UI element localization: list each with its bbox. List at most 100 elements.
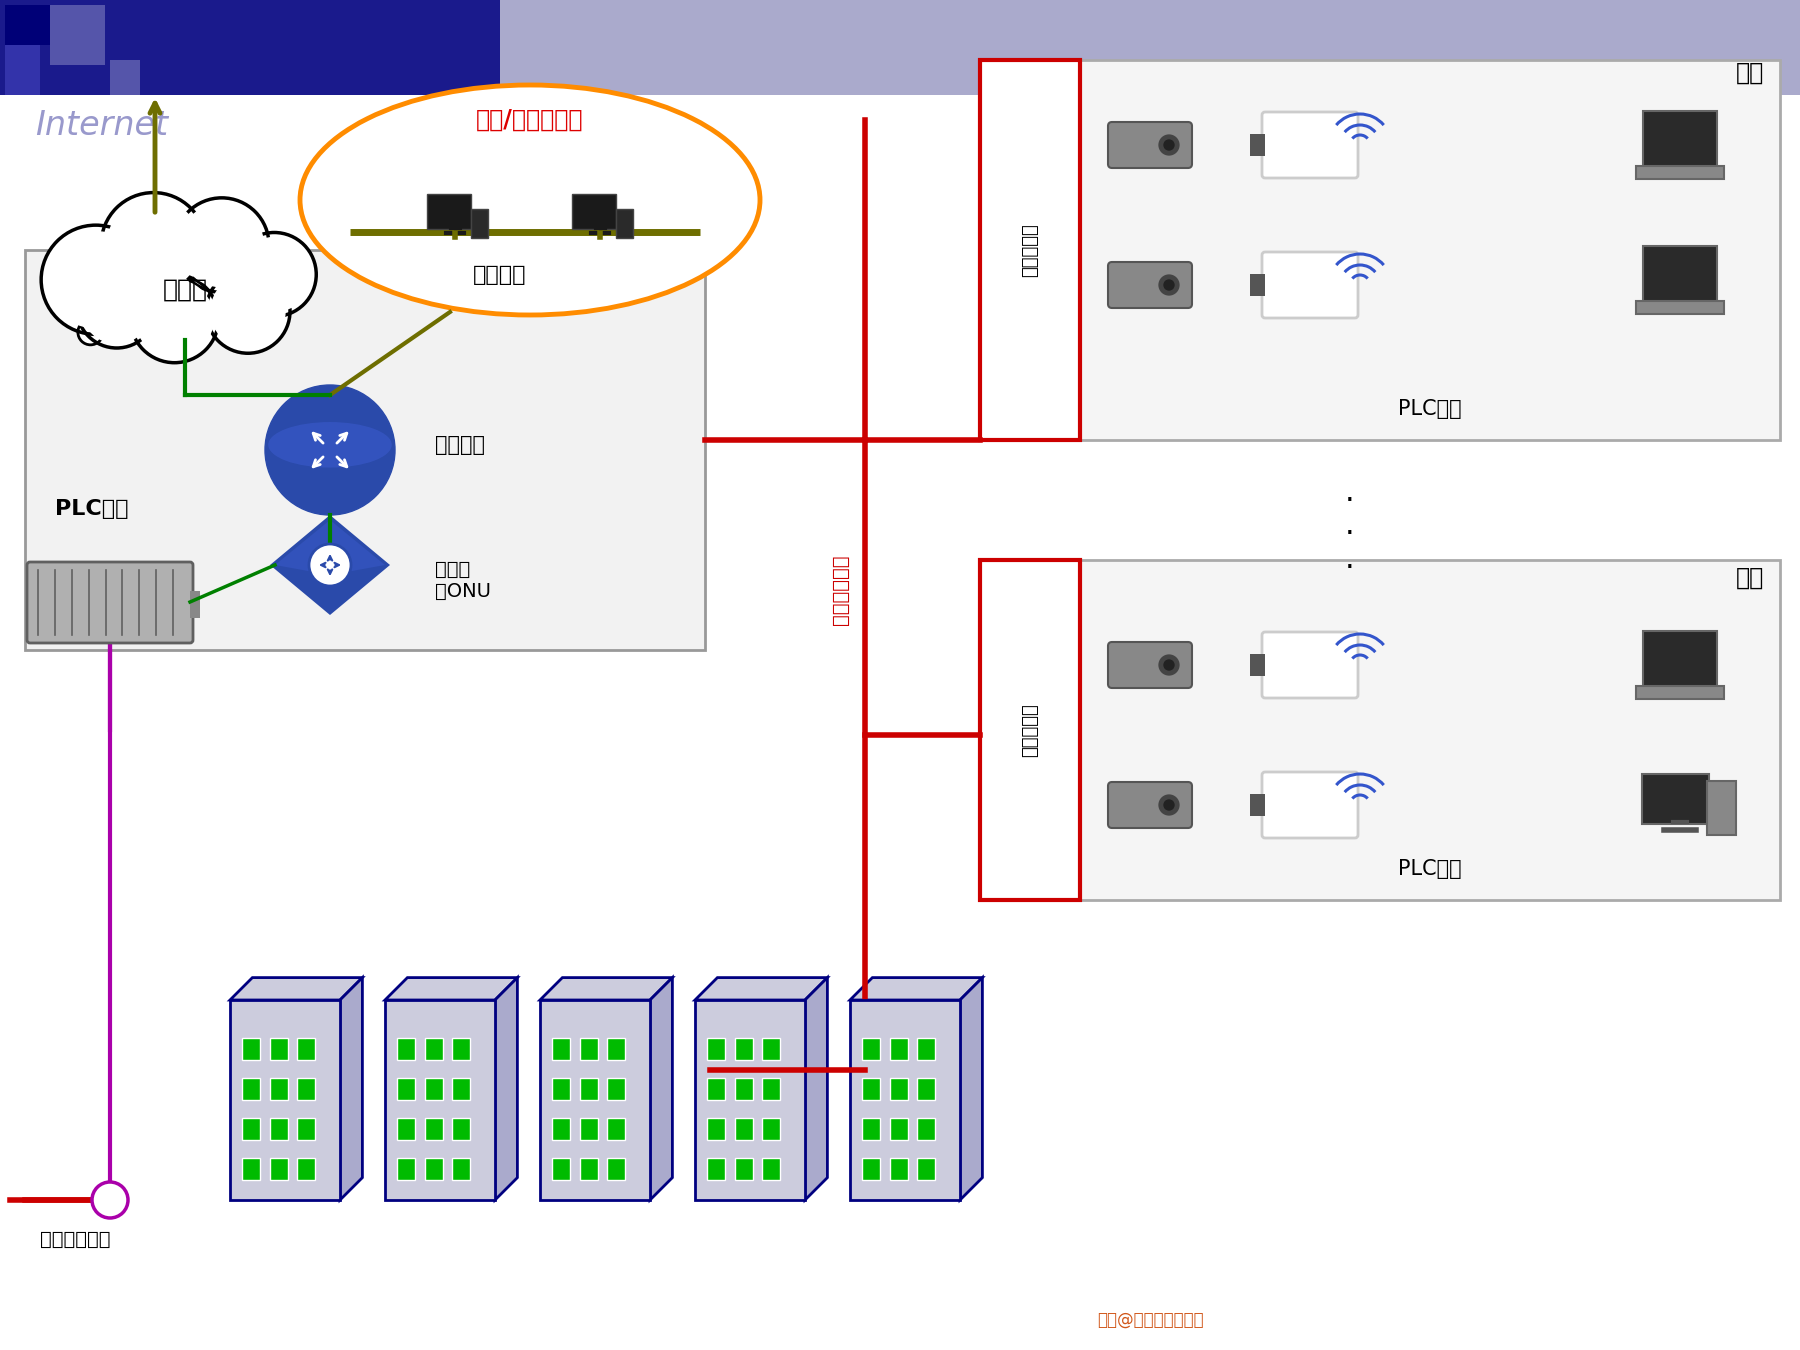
Bar [763, 1118, 779, 1139]
Bar [50, 5, 104, 65]
Circle shape [1159, 274, 1179, 296]
Polygon shape [695, 977, 828, 1000]
Text: ·
·
·: · · · [1345, 487, 1355, 583]
Bar [243, 1158, 261, 1180]
FancyBboxPatch shape [979, 560, 1780, 900]
Bar [243, 1118, 261, 1139]
FancyBboxPatch shape [1109, 262, 1192, 308]
Bar [889, 1158, 907, 1180]
Circle shape [1163, 799, 1175, 811]
Bar [1249, 134, 1265, 155]
Polygon shape [650, 977, 673, 1200]
Bar [607, 1118, 625, 1139]
Bar [862, 1158, 880, 1180]
Bar [763, 1079, 779, 1100]
Bar [607, 1038, 625, 1060]
Bar [425, 1079, 443, 1100]
Bar [270, 1118, 288, 1139]
FancyBboxPatch shape [27, 562, 193, 643]
Text: 网管中心: 网管中心 [473, 265, 527, 285]
Circle shape [211, 274, 284, 348]
FancyBboxPatch shape [1642, 775, 1708, 824]
Bar [5, 45, 40, 95]
Polygon shape [385, 977, 517, 1000]
FancyBboxPatch shape [1109, 782, 1192, 828]
Bar [243, 1038, 261, 1060]
FancyBboxPatch shape [470, 209, 488, 238]
Polygon shape [340, 977, 362, 1200]
Bar [734, 1158, 752, 1180]
Text: 远程/端到端管理: 远程/端到端管理 [477, 108, 583, 132]
Bar [270, 1079, 288, 1100]
Bar [398, 1038, 416, 1060]
Bar [1249, 274, 1265, 296]
FancyBboxPatch shape [1262, 772, 1357, 838]
FancyBboxPatch shape [979, 59, 1080, 440]
Bar [425, 1158, 443, 1180]
Circle shape [1163, 279, 1175, 290]
Polygon shape [850, 977, 983, 1000]
Bar [553, 1038, 571, 1060]
Text: 室内电源线: 室内电源线 [1021, 703, 1039, 757]
Text: PLC头端: PLC头端 [56, 500, 128, 518]
FancyBboxPatch shape [1262, 252, 1357, 319]
FancyBboxPatch shape [1109, 643, 1192, 689]
Bar [230, 1000, 340, 1200]
Circle shape [1159, 794, 1179, 815]
Circle shape [130, 274, 218, 363]
Bar [734, 1118, 752, 1139]
Bar [425, 1038, 443, 1060]
Ellipse shape [268, 423, 392, 467]
Bar [110, 59, 140, 95]
Bar [452, 1079, 470, 1100]
Circle shape [1159, 135, 1179, 155]
Bar [918, 1079, 936, 1100]
Polygon shape [959, 977, 983, 1200]
FancyBboxPatch shape [25, 250, 706, 649]
FancyBboxPatch shape [1643, 630, 1717, 690]
FancyBboxPatch shape [1636, 686, 1724, 698]
Bar [297, 1118, 315, 1139]
Text: 小区配电线路: 小区配电线路 [40, 1230, 110, 1249]
Polygon shape [230, 977, 362, 1000]
Bar [452, 1158, 470, 1180]
Bar [553, 1118, 571, 1139]
Bar [580, 1158, 598, 1180]
Text: 头条@电力系统那些事: 头条@电力系统那些事 [1096, 1311, 1204, 1328]
Bar [297, 1038, 315, 1060]
Bar [707, 1079, 725, 1100]
Circle shape [310, 544, 351, 586]
Text: 住户: 住户 [1735, 566, 1764, 590]
Bar [918, 1158, 936, 1180]
Polygon shape [540, 977, 673, 1000]
Bar [1249, 655, 1265, 676]
Bar [500, 0, 1800, 95]
FancyBboxPatch shape [1262, 632, 1357, 698]
Circle shape [92, 1183, 128, 1218]
FancyBboxPatch shape [616, 209, 632, 238]
Bar [385, 1000, 495, 1200]
FancyBboxPatch shape [1643, 111, 1717, 170]
Circle shape [175, 198, 268, 293]
Polygon shape [270, 514, 391, 616]
Bar [5, 5, 50, 45]
Text: 小区节点: 小区节点 [436, 435, 484, 455]
Bar [707, 1118, 725, 1139]
Circle shape [1163, 139, 1175, 151]
FancyBboxPatch shape [1109, 122, 1192, 167]
Bar [889, 1118, 907, 1139]
Bar [398, 1158, 416, 1180]
Bar [0, 0, 500, 95]
Bar [452, 1118, 470, 1139]
Text: 室内电源线: 室内电源线 [1021, 223, 1039, 277]
Bar [398, 1118, 416, 1139]
Bar [889, 1038, 907, 1060]
FancyBboxPatch shape [1643, 246, 1717, 305]
Text: 交换机
或ONU: 交换机 或ONU [436, 559, 491, 601]
Bar [607, 1079, 625, 1100]
Text: PLC终端: PLC终端 [1399, 400, 1462, 418]
Circle shape [1159, 655, 1179, 675]
Circle shape [77, 269, 157, 348]
Text: 低压配电线路: 低压配电线路 [830, 555, 850, 625]
Circle shape [41, 225, 151, 335]
